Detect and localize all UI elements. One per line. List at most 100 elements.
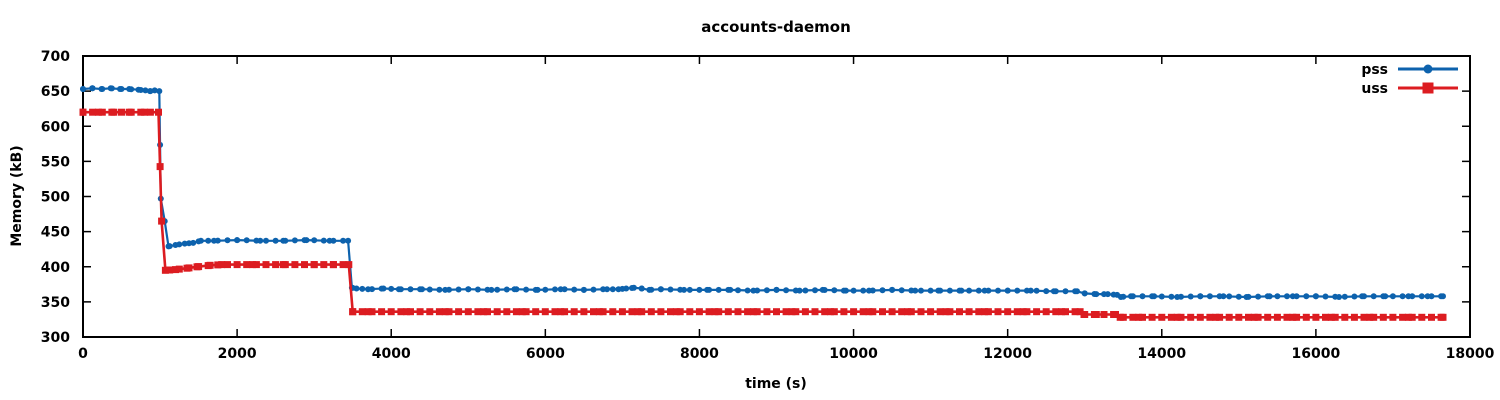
square-marker [865,308,873,316]
y-axis-label: Memory (kB) [9,145,25,246]
square-marker [907,308,915,316]
square-marker [1129,313,1137,321]
square-marker [378,308,386,316]
square-marker [345,261,353,269]
square-marker [628,308,636,316]
square-marker [676,308,684,316]
square-marker [763,308,771,316]
square-marker [503,308,511,316]
circle-marker [1062,288,1069,295]
circle-marker [1351,293,1358,300]
square-marker [1062,308,1069,316]
square-marker [1389,313,1397,321]
square-marker [1167,313,1175,321]
circle-marker [417,286,424,293]
y-tick-label: 650 [41,84,70,100]
square-marker [782,308,790,316]
legend-item-pss: pss [1361,62,1458,78]
circle-marker [474,286,481,293]
circle-marker [340,237,347,244]
circle-marker [850,287,857,294]
circle-marker [1428,293,1435,300]
square-marker [518,308,526,316]
square-marker [647,308,655,316]
x-tick-label: 18000 [1446,346,1495,362]
circle-marker [609,286,616,293]
circle-marker [1168,293,1175,300]
square-marker [118,108,125,116]
x-tick-label: 10000 [829,346,878,362]
square-marker [480,308,488,316]
circle-marker [1264,293,1271,300]
circle-marker [1322,293,1329,300]
square-marker [917,308,925,316]
y-tick-label: 500 [41,190,70,206]
square-marker [1004,308,1012,316]
circle-marker [311,237,318,244]
circle-marker [696,286,703,293]
square-marker [368,308,376,316]
circle-marker [99,86,106,92]
circle-marker [667,286,674,293]
circle-marker [860,287,867,294]
circle-marker [946,287,953,294]
square-marker [994,308,1002,316]
square-marker [1158,313,1166,321]
circle-marker [465,286,472,293]
square-marker [224,261,231,269]
square-marker [788,308,796,316]
circle-marker [263,237,269,244]
x-tick-label: 8000 [680,346,719,362]
square-marker [108,108,116,116]
circle-marker [735,287,741,294]
square-marker [1206,313,1214,321]
circle-marker [128,86,135,93]
circle-marker [763,287,770,294]
circle-marker [156,88,163,95]
square-marker [1196,313,1204,321]
circle-marker [137,87,144,93]
square-marker [155,108,162,116]
circle-marker [1081,290,1088,297]
circle-marker [1341,293,1348,300]
circle-marker [1418,293,1425,300]
square-marker [185,264,193,272]
square-marker [1139,313,1146,321]
square-marker [403,308,411,316]
square-marker [657,308,665,316]
square-marker [590,308,597,316]
square-marker [956,308,963,316]
circle-marker [388,285,395,292]
square-marker [1081,311,1089,318]
circle-marker [1120,293,1127,300]
square-marker [1264,313,1272,321]
circle-marker [677,286,684,293]
legend-marker-circle-icon [1423,64,1433,74]
square-marker [801,308,809,316]
x-tick-label: 12000 [983,346,1032,362]
square-marker [474,308,482,316]
circle-marker [181,240,188,247]
circle-marker [1245,293,1252,300]
circle-marker [142,87,149,94]
circle-marker [1274,293,1281,300]
circle-marker [898,287,905,294]
circle-marker [1178,293,1184,300]
circle-marker [1332,293,1339,300]
square-marker [146,108,154,116]
circle-marker [436,286,443,293]
circle-marker [840,287,847,294]
circle-marker [686,286,693,293]
square-marker [291,261,299,269]
circle-marker [715,286,722,293]
square-marker [364,308,372,316]
square-marker [137,108,145,116]
square-marker [1173,313,1181,321]
circle-marker [224,237,231,244]
square-marker [358,308,366,316]
circle-marker [1380,293,1387,300]
circle-marker [378,285,385,292]
square-marker [946,308,954,316]
